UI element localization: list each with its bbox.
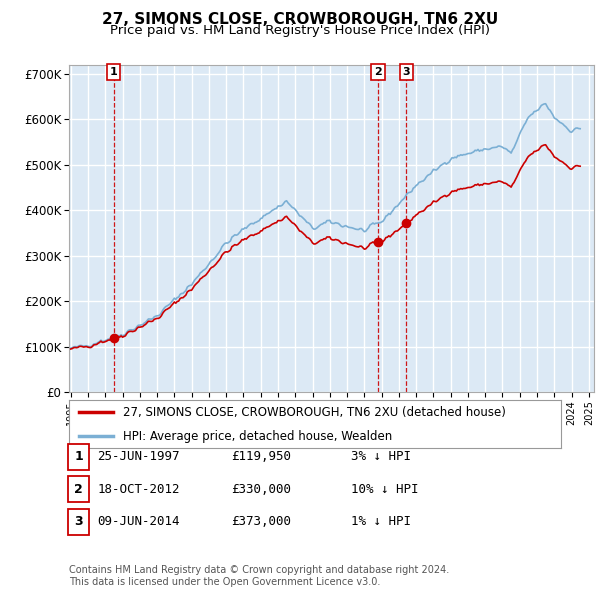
Text: 10% ↓ HPI: 10% ↓ HPI	[351, 483, 419, 496]
Text: 3: 3	[74, 515, 83, 528]
Text: 25-JUN-1997: 25-JUN-1997	[97, 450, 180, 463]
Text: Contains HM Land Registry data © Crown copyright and database right 2024.
This d: Contains HM Land Registry data © Crown c…	[69, 565, 449, 587]
Text: Price paid vs. HM Land Registry's House Price Index (HPI): Price paid vs. HM Land Registry's House …	[110, 24, 490, 37]
Text: 3% ↓ HPI: 3% ↓ HPI	[351, 450, 411, 463]
Text: £373,000: £373,000	[231, 515, 291, 528]
Text: £119,950: £119,950	[231, 450, 291, 463]
Text: 09-JUN-2014: 09-JUN-2014	[97, 515, 180, 528]
Text: £330,000: £330,000	[231, 483, 291, 496]
Text: 1% ↓ HPI: 1% ↓ HPI	[351, 515, 411, 528]
Text: HPI: Average price, detached house, Wealden: HPI: Average price, detached house, Weal…	[123, 430, 392, 443]
Text: 1: 1	[110, 67, 118, 77]
Text: 2: 2	[74, 483, 83, 496]
Text: 3: 3	[403, 67, 410, 77]
Text: 18-OCT-2012: 18-OCT-2012	[97, 483, 180, 496]
Text: 27, SIMONS CLOSE, CROWBOROUGH, TN6 2XU: 27, SIMONS CLOSE, CROWBOROUGH, TN6 2XU	[102, 12, 498, 27]
Text: 1: 1	[74, 450, 83, 463]
Text: 2: 2	[374, 67, 382, 77]
Text: 27, SIMONS CLOSE, CROWBOROUGH, TN6 2XU (detached house): 27, SIMONS CLOSE, CROWBOROUGH, TN6 2XU (…	[123, 405, 506, 419]
